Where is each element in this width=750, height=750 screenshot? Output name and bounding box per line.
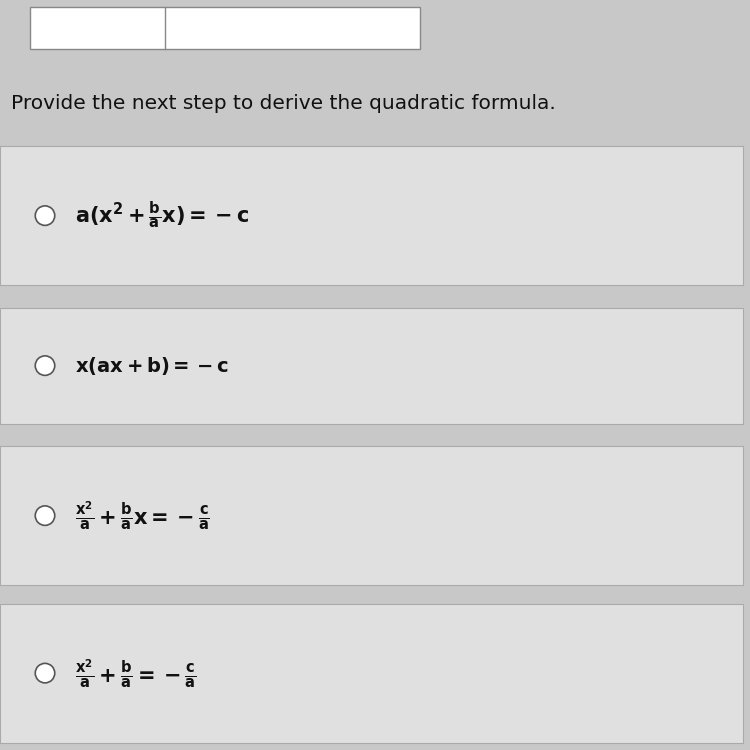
Circle shape [35, 356, 55, 376]
Text: $\mathbf{a(x^2 +\frac{b}{a}x) = -c}$: $\mathbf{a(x^2 +\frac{b}{a}x) = -c}$ [75, 200, 249, 232]
FancyBboxPatch shape [0, 308, 742, 424]
Circle shape [35, 206, 55, 225]
Circle shape [35, 506, 55, 525]
Circle shape [35, 664, 55, 682]
FancyBboxPatch shape [30, 8, 420, 49]
FancyBboxPatch shape [0, 146, 742, 285]
Text: $\mathbf{x(ax + b) = -c}$: $\mathbf{x(ax + b) = -c}$ [75, 355, 230, 376]
Text: $\mathbf{\frac{x^2}{a}+\frac{b}{a}x = -\frac{c}{a}}$: $\mathbf{\frac{x^2}{a}+\frac{b}{a}x = -\… [75, 500, 210, 532]
Text: Provide the next step to derive the quadratic formula.: Provide the next step to derive the quad… [11, 94, 556, 112]
Text: $\mathbf{\frac{x^2}{a}+\frac{b}{a} = -\frac{c}{a}}$: $\mathbf{\frac{x^2}{a}+\frac{b}{a} = -\f… [75, 657, 196, 689]
FancyBboxPatch shape [0, 446, 742, 585]
FancyBboxPatch shape [0, 604, 742, 742]
